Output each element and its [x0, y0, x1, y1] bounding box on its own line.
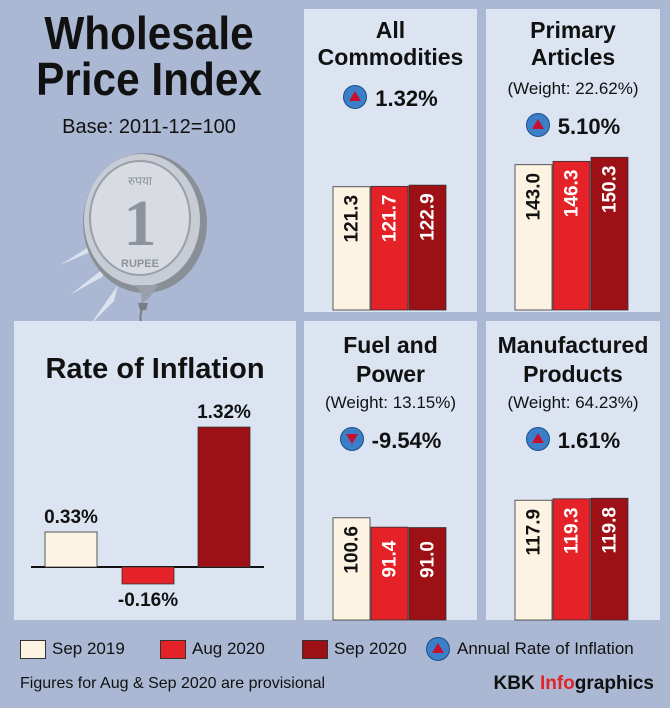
panel-title: Fuel and Power	[304, 331, 477, 389]
up-arrow-icon	[525, 427, 550, 451]
up-arrow-icon	[343, 85, 368, 109]
annual-rate: 1.61%	[486, 427, 660, 454]
bar-aug-2020	[552, 498, 591, 621]
coin-numeral: 1	[124, 187, 157, 260]
panel-title: Manufactured Products	[486, 331, 660, 389]
bar-sep-2020	[408, 184, 447, 311]
bar-aug-2020	[370, 526, 409, 621]
panel-title-line-2: Commodities	[317, 44, 464, 70]
brand-part-2: Info	[539, 673, 575, 694]
panel-title-line-1: Fuel and	[343, 332, 438, 358]
legend-swatch-sep-2020	[302, 640, 328, 659]
up-arrow-icon	[525, 113, 550, 137]
inflation-bar-aug-2020	[121, 566, 175, 585]
title-line-1: Wholesale	[44, 7, 254, 59]
annual-rate-value: 1.32%	[375, 86, 438, 111]
bar-value-label: 91.0	[418, 541, 439, 578]
bar-sep-2019	[514, 164, 553, 311]
inflation-bar-sep-2020	[197, 426, 251, 568]
bar-sep-2019	[514, 499, 553, 621]
bar-sep-2019	[332, 517, 371, 621]
bar-value-label: 143.0	[524, 173, 545, 221]
panel-title-line-2: Articles	[530, 44, 616, 70]
bar-sep-2020	[590, 156, 629, 311]
annual-rate-value: -9.54%	[371, 428, 442, 453]
legend-swatch-sep-2019	[20, 640, 46, 659]
bar-sep-2020	[408, 527, 447, 621]
bar-value-label: 117.9	[524, 509, 545, 556]
inflation-value-label: -0.16%	[118, 590, 178, 611]
legend-up-arrow-icon	[426, 637, 450, 661]
bar-aug-2020	[370, 185, 409, 311]
bar-value-label: 146.3	[562, 170, 583, 218]
panel-title: All Commodities	[304, 17, 477, 71]
annual-rate: 5.10%	[486, 113, 660, 140]
panel-weight: (Weight: 13.15%)	[324, 393, 457, 412]
panel-title-line-1: Manufactured	[497, 332, 649, 358]
panel-title-line-2: Power	[355, 361, 426, 387]
bar-value-label: 121.7	[380, 195, 401, 243]
inflation-value-label: 1.32%	[197, 402, 251, 423]
brand-credit: KBK Infographics	[494, 673, 654, 695]
panel-title-line-1: Primary	[530, 17, 616, 43]
legend-label-aug-2020: Aug 2020	[192, 639, 265, 658]
inflation-bar-sep-2019	[44, 531, 98, 568]
panel-title: Rate of Inflation	[45, 353, 265, 385]
bar-value-label: 119.8	[600, 507, 621, 554]
legend-label-sep-2019: Sep 2019	[52, 639, 125, 658]
bar-value-label: 91.4	[380, 540, 401, 577]
panel-weight: (Weight: 22.62%)	[507, 79, 639, 98]
inflation-value-label: 0.33%	[44, 507, 98, 528]
brand-part-3: graphics	[574, 673, 654, 694]
down-arrow-icon	[339, 427, 364, 451]
title-line-2: Price Index	[36, 53, 262, 105]
panel-weight: (Weight: 64.23%)	[507, 393, 639, 412]
footer-note: Figures for Aug & Sep 2020 are provision…	[20, 675, 326, 692]
annual-rate-value: 1.61%	[557, 428, 621, 453]
bar-value-label: 121.3	[342, 195, 363, 243]
coin-rupee-text: RUPEE	[121, 258, 159, 270]
base-label: Base: 2011-12=100	[62, 116, 236, 138]
rupee-coin-balloon: 1 RUPEE रुपया	[60, 153, 207, 331]
legend-label-annual-rate: Annual Rate of Inflation	[457, 639, 634, 658]
annual-rate-value: 5.10%	[557, 114, 621, 139]
panel-title: Primary Articles	[486, 17, 660, 71]
legend-label-sep-2020: Sep 2020	[334, 639, 407, 658]
annual-rate: -9.54%	[304, 427, 477, 454]
page-title: Wholesale Price Index	[25, 10, 273, 102]
bar-value-label: 119.3	[562, 508, 583, 555]
bar-value-label: 150.3	[600, 166, 621, 214]
bar-value-label: 122.9	[418, 193, 439, 241]
panel-title-line-1: All	[375, 17, 406, 43]
brand-part-1: KBK	[493, 673, 540, 694]
bar-value-label: 100.6	[342, 526, 363, 574]
legend-swatch-aug-2020	[160, 640, 186, 659]
bar-aug-2020	[552, 160, 591, 311]
coin-hindi-text: रुपया	[128, 174, 153, 188]
bar-sep-2020	[590, 497, 629, 621]
annual-rate: 1.32%	[304, 85, 477, 112]
panel-title-line-2: Products	[523, 361, 623, 387]
bar-sep-2019	[332, 186, 371, 311]
